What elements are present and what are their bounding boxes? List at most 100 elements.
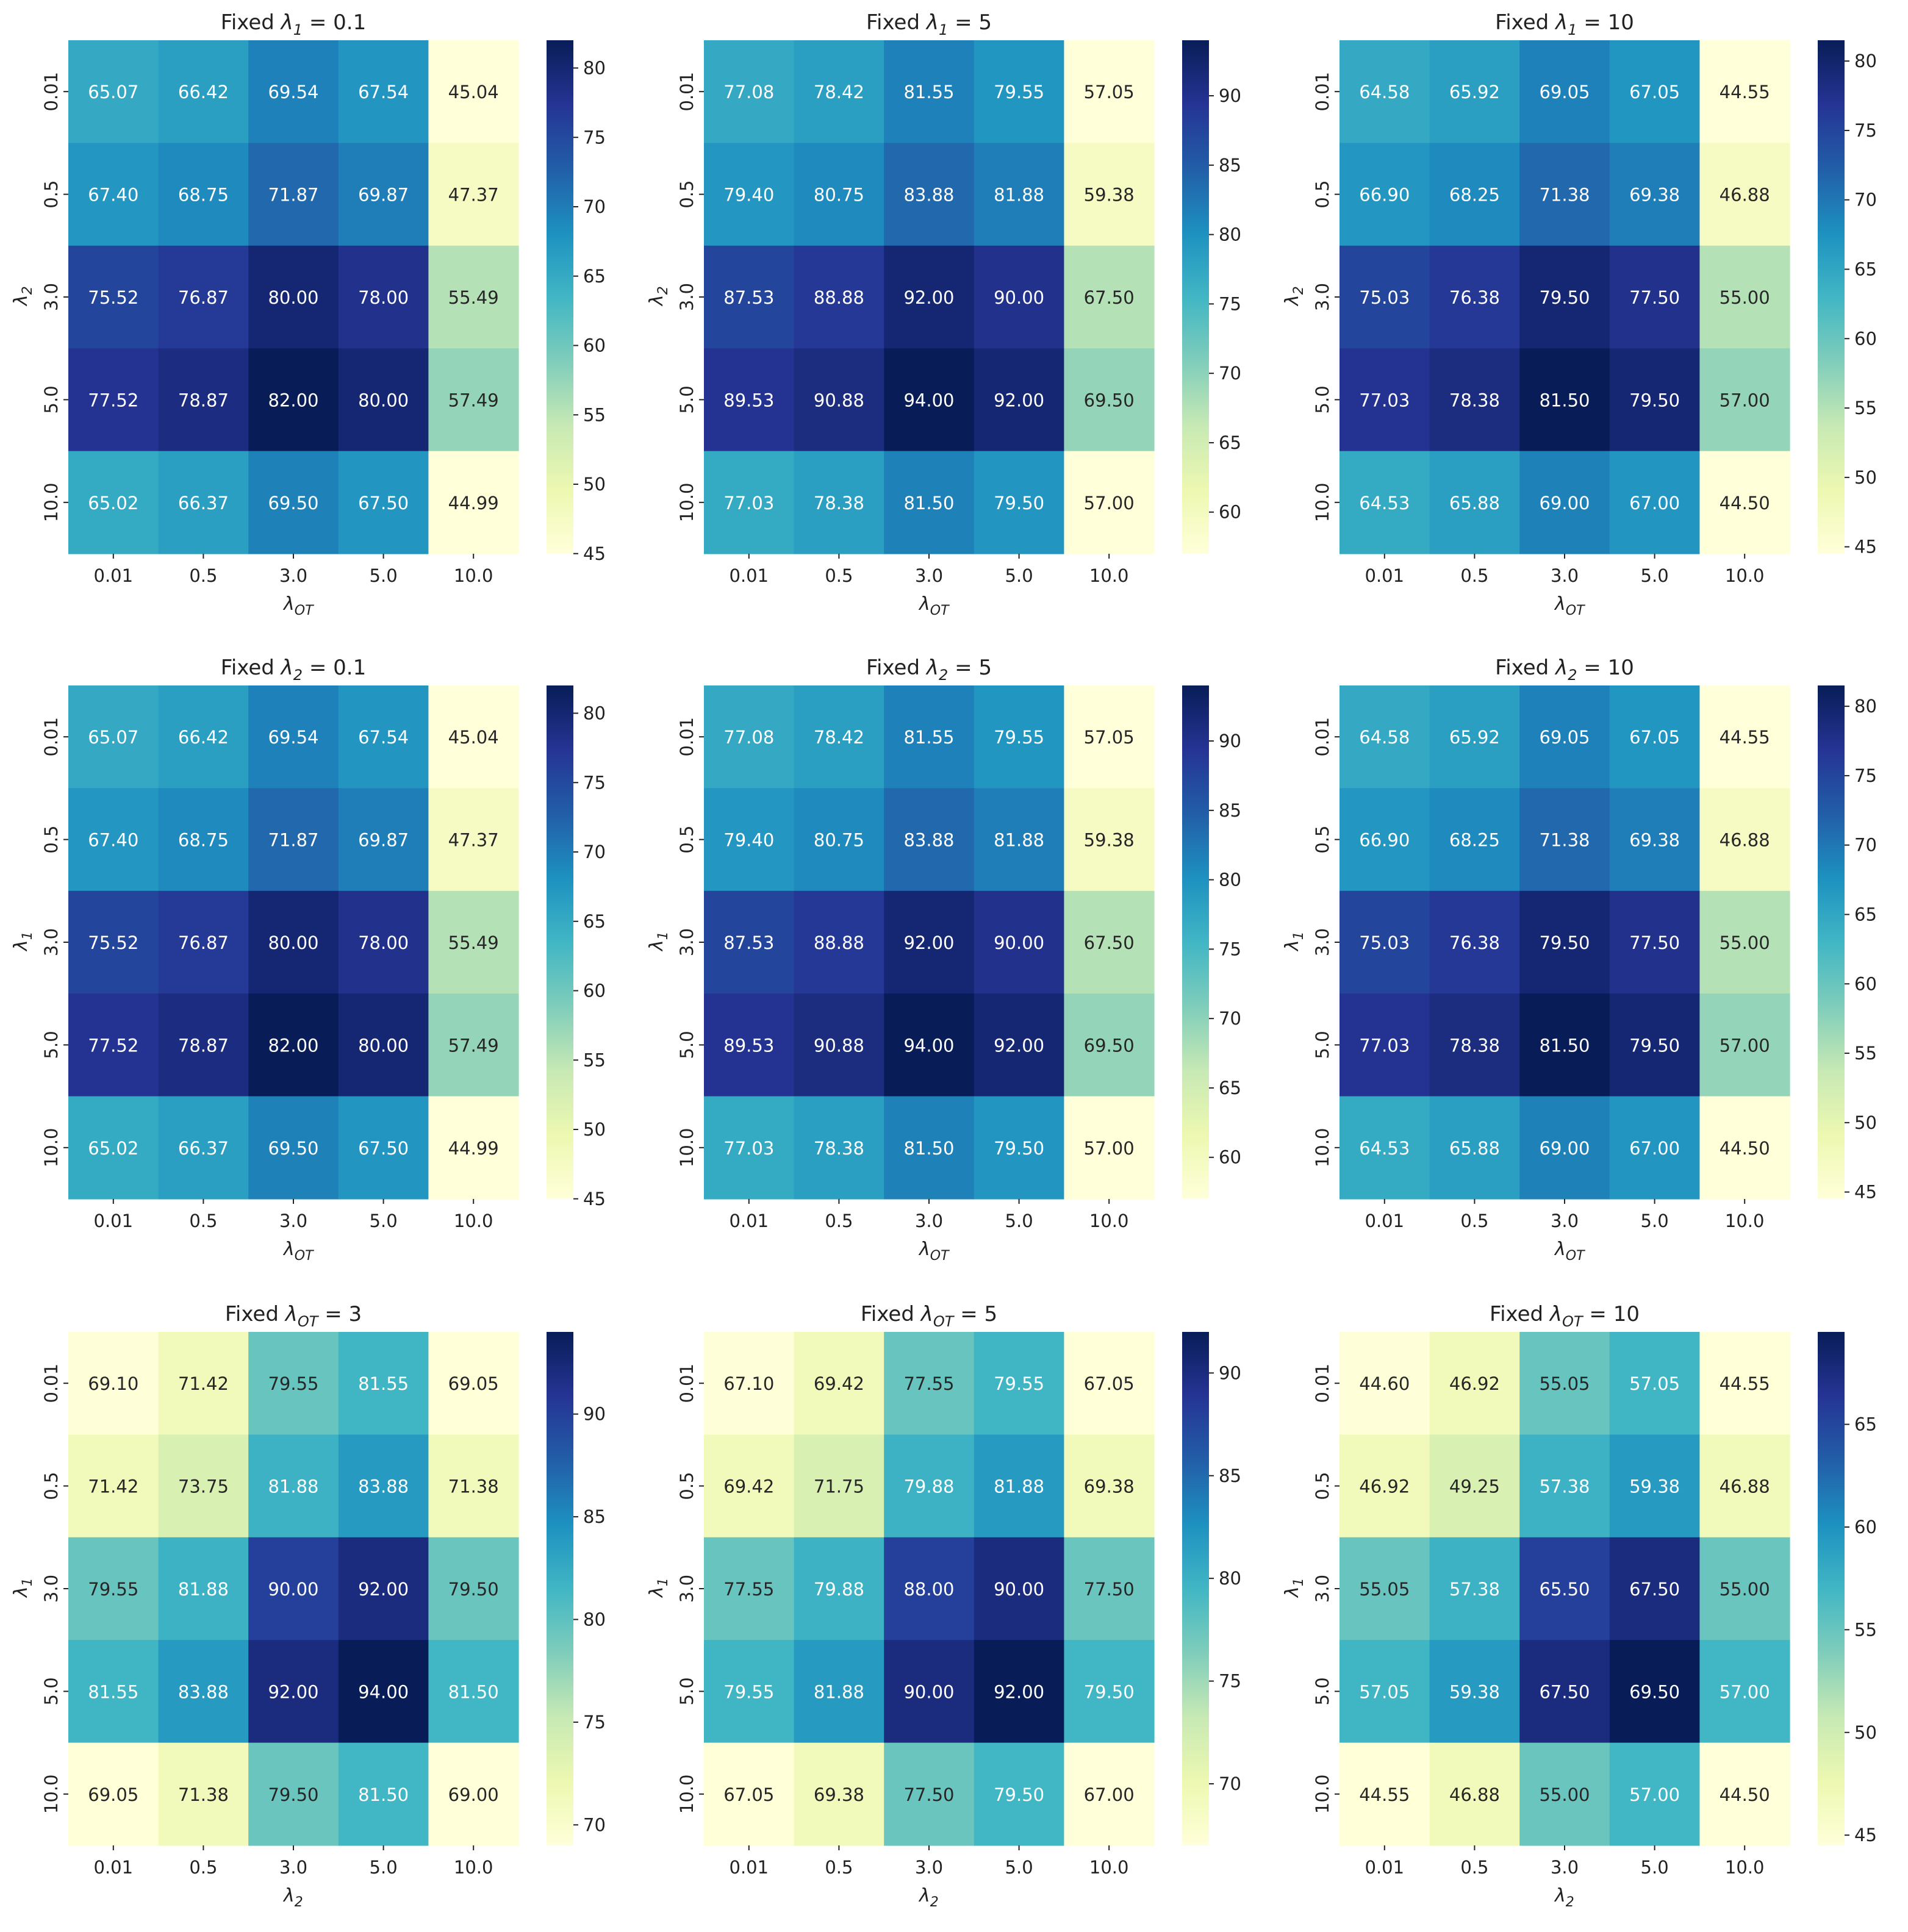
cell-value-label: 81.55 <box>903 82 954 102</box>
heatmap-cell <box>1609 245 1700 349</box>
cell-value-label: 45.04 <box>448 727 499 748</box>
y-tick-label: 3.0 <box>41 1575 62 1603</box>
y-tick-label: 10.0 <box>1312 1775 1333 1814</box>
cell-value-label: 44.99 <box>448 1138 499 1159</box>
heatmap-cell <box>338 143 429 246</box>
colorbar-tick-label: 65 <box>1854 1414 1877 1435</box>
cell-value-label: 90.00 <box>994 932 1044 953</box>
heatmap-cell <box>794 1434 884 1538</box>
colorbar-tick-label: 45 <box>1854 1825 1877 1845</box>
cell-value-label: 55.49 <box>448 932 499 953</box>
cell-value-label: 46.88 <box>1720 830 1770 851</box>
heatmap-cell <box>884 451 975 554</box>
heatmap-cell <box>158 40 249 143</box>
heatmap-cell <box>1699 40 1790 143</box>
y-axis-label: λ2 <box>1282 286 1307 307</box>
cell-value-label: 81.55 <box>88 1681 138 1702</box>
cell-value-label: 65.50 <box>1539 1579 1590 1600</box>
heatmap-cell <box>794 1537 884 1640</box>
cell-value-label: 67.50 <box>358 1138 409 1159</box>
heatmap-cell <box>1429 1096 1520 1200</box>
x-tick-label: 3.0 <box>279 1857 307 1878</box>
cell-value-label: 90.00 <box>903 1681 954 1702</box>
cell-value-label: 78.87 <box>178 390 229 410</box>
heatmap-cell <box>974 348 1064 452</box>
heatmap-cell <box>1340 451 1430 554</box>
heatmap-cell <box>1429 1434 1520 1538</box>
cell-value-label: 78.38 <box>814 493 864 513</box>
cell-value-label: 68.25 <box>1449 185 1500 206</box>
y-tick-label: 5.0 <box>676 1677 697 1705</box>
cell-value-label: 65.07 <box>88 727 138 748</box>
cell-value-label: 44.55 <box>1359 1784 1410 1805</box>
heatmap-cell <box>428 1096 519 1200</box>
cell-value-label: 78.42 <box>814 727 864 748</box>
colorbar-tick-label: 90 <box>1219 731 1241 751</box>
cell-value-label: 68.75 <box>178 830 229 851</box>
colorbar-tick-label: 50 <box>1854 1112 1877 1133</box>
y-tick-label: 3.0 <box>41 928 62 956</box>
heatmap-cell <box>974 143 1064 246</box>
heatmap-cell <box>248 1096 339 1200</box>
heatmap-cell <box>68 1640 159 1744</box>
heatmap-cell <box>974 1434 1064 1538</box>
cell-value-label: 44.60 <box>1359 1373 1410 1394</box>
y-tick-label: 0.01 <box>1312 1364 1333 1403</box>
cell-value-label: 75.03 <box>1359 287 1410 308</box>
heatmap-cell <box>338 890 429 994</box>
colorbar-tick-label: 80 <box>1219 224 1241 245</box>
heatmap-cell <box>158 685 249 789</box>
cell-value-label: 57.05 <box>1629 1373 1680 1394</box>
heatmap-cell <box>338 1640 429 1744</box>
heatmap-cell <box>68 143 159 246</box>
cell-value-label: 75.03 <box>1359 932 1410 953</box>
heatmap-cell <box>1699 1742 1790 1846</box>
x-tick-label: 0.5 <box>1460 1857 1488 1878</box>
cell-value-label: 66.42 <box>178 727 229 748</box>
cell-value-label: 76.87 <box>178 287 229 308</box>
colorbar-tick-label: 75 <box>1219 293 1241 314</box>
heatmap-cell <box>1609 143 1700 246</box>
cell-value-label: 57.49 <box>448 1035 499 1056</box>
y-tick-label: 0.01 <box>41 72 62 112</box>
heatmap-cell <box>68 788 159 892</box>
cell-value-label: 81.55 <box>903 727 954 748</box>
x-tick-label: 10.0 <box>1725 1211 1765 1231</box>
cell-value-label: 79.50 <box>1084 1681 1135 1702</box>
colorbar-tick-label: 80 <box>1219 870 1241 890</box>
cell-value-label: 80.00 <box>268 287 318 308</box>
colorbar-tick-label: 60 <box>1854 1517 1877 1537</box>
y-tick-label: 3.0 <box>1312 928 1333 956</box>
heatmap-cell <box>1340 348 1430 452</box>
colorbar-tick-label: 65 <box>1854 904 1877 925</box>
heatmap-cell <box>1340 1332 1430 1435</box>
heatmap-cell <box>1699 1096 1790 1200</box>
cell-value-label: 69.50 <box>268 1138 318 1159</box>
heatmap-cell <box>428 143 519 246</box>
y-tick-label: 0.5 <box>1312 826 1333 854</box>
x-tick-label: 3.0 <box>279 565 307 586</box>
heatmap-title: Fixed λOT = 3 <box>225 1302 362 1330</box>
heatmap-cell <box>1064 890 1155 994</box>
colorbar <box>1818 40 1845 554</box>
cell-value-label: 79.88 <box>903 1476 954 1497</box>
cell-value-label: 76.38 <box>1449 287 1500 308</box>
x-tick-label: 0.5 <box>189 1211 217 1231</box>
cell-value-label: 77.03 <box>1359 390 1410 410</box>
cell-value-label: 55.00 <box>1720 932 1770 953</box>
cell-value-label: 44.99 <box>448 493 499 513</box>
cell-value-label: 44.55 <box>1720 727 1770 748</box>
heatmap-cell <box>1699 245 1790 349</box>
heatmap-cell <box>1609 1434 1700 1538</box>
heatmap-cell <box>68 40 159 143</box>
cell-value-label: 71.38 <box>1539 185 1590 206</box>
cell-value-label: 44.50 <box>1720 493 1770 513</box>
colorbar-tick-label: 50 <box>1854 1722 1877 1743</box>
cell-value-label: 65.92 <box>1449 727 1500 748</box>
y-tick-label: 3.0 <box>41 283 62 311</box>
heatmap-cell <box>884 245 975 349</box>
heatmap-cell <box>248 685 339 789</box>
x-tick-label: 3.0 <box>1551 1857 1579 1878</box>
colorbar-tick-label: 65 <box>583 266 606 287</box>
colorbar-tick-label: 85 <box>1219 155 1241 176</box>
